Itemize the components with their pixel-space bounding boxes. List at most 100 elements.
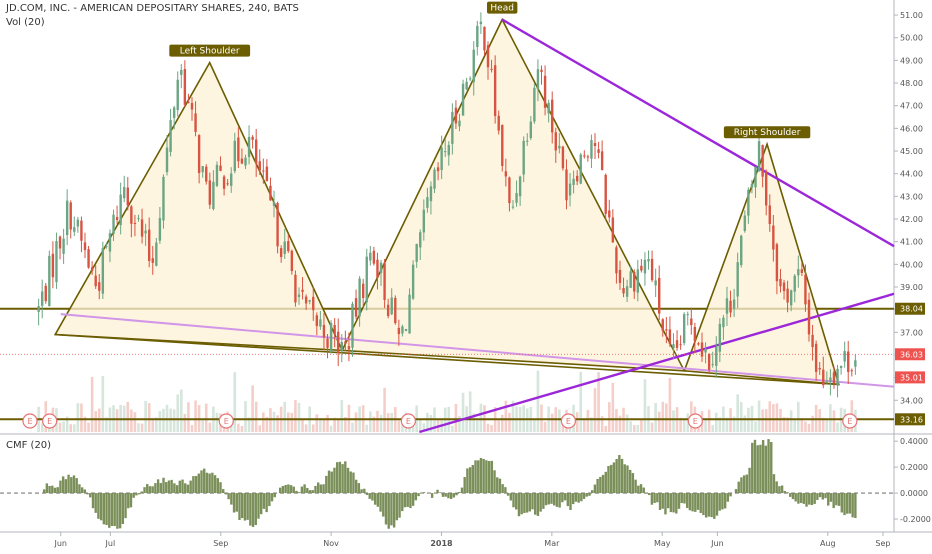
- candle-body: [687, 314, 689, 315]
- candle-body: [626, 286, 628, 297]
- cmf-bar: [103, 493, 105, 524]
- volume-bar: [487, 424, 490, 432]
- candle-body: [836, 369, 838, 386]
- cmf-bar: [217, 478, 219, 493]
- candle-body: [761, 145, 763, 177]
- cmf-bar: [415, 493, 417, 500]
- candle-body: [704, 349, 706, 353]
- cmf-bar: [773, 474, 775, 493]
- cmf-bar: [173, 483, 175, 493]
- volume-bar: [291, 413, 294, 432]
- cmf-bar: [756, 445, 758, 493]
- cmf-bar: [596, 479, 598, 493]
- cmf-bar: [116, 493, 118, 529]
- cmf-bar: [328, 471, 330, 493]
- candle-body: [209, 180, 211, 204]
- price-tick-label: 43.00: [900, 192, 923, 201]
- cmf-bar: [751, 443, 753, 493]
- cmf-bar: [458, 492, 460, 493]
- candle-body: [37, 306, 39, 312]
- cmf-bar: [290, 485, 292, 493]
- cmf-bar: [404, 493, 406, 507]
- cmf-bar: [539, 493, 541, 512]
- candle-body: [259, 161, 261, 170]
- cmf-bar: [317, 482, 319, 493]
- cmf-bar: [81, 487, 83, 493]
- candle-body: [366, 257, 368, 303]
- volume-bar: [102, 376, 105, 432]
- cmf-bar: [84, 489, 86, 493]
- cmf-bar: [122, 493, 124, 524]
- candle-body: [298, 295, 300, 297]
- price-tick-label: 37.00: [900, 328, 923, 337]
- volume-bar: [276, 415, 279, 432]
- candle-body: [794, 276, 796, 292]
- candle-body: [73, 227, 75, 232]
- cmf-bar: [431, 493, 433, 498]
- cmf-bar: [274, 493, 276, 497]
- cmf-bar: [819, 493, 821, 497]
- cmf-bar: [474, 460, 476, 493]
- cmf-bar: [493, 470, 495, 493]
- cmf-bar: [46, 483, 48, 493]
- cmf-bar: [727, 493, 729, 502]
- volume-bar: [148, 403, 151, 432]
- volume-bar: [744, 415, 747, 432]
- candle-body: [369, 253, 371, 261]
- candle-body: [697, 343, 699, 344]
- cmf-bar: [105, 493, 107, 525]
- candle-body: [515, 193, 517, 203]
- candle-body: [237, 137, 239, 161]
- candle-body: [712, 364, 714, 365]
- candle-body: [769, 205, 771, 224]
- volume-bar: [365, 425, 368, 432]
- cmf-bar: [417, 493, 419, 496]
- cmf-label: CMF (20): [6, 440, 51, 451]
- candle-body: [569, 184, 571, 196]
- cmf-bar: [396, 493, 398, 520]
- cmf-tick-label: 0.4000: [900, 437, 928, 446]
- candle-body: [234, 141, 236, 171]
- cmf-bar: [778, 486, 780, 493]
- volume-bar: [587, 410, 590, 432]
- cmf-bar: [282, 486, 284, 493]
- cmf-bar: [233, 493, 235, 512]
- candle-body: [41, 291, 43, 305]
- candle-body: [822, 370, 824, 386]
- volume-bar: [790, 410, 793, 432]
- cmf-bar: [637, 486, 639, 493]
- cmf-bar: [100, 493, 102, 520]
- cmf-bar: [206, 473, 208, 493]
- cmf-bar: [786, 492, 788, 493]
- candle-body: [587, 156, 589, 157]
- price-tick-label: 47.00: [900, 102, 923, 111]
- candle-body: [490, 69, 492, 70]
- candle-body: [565, 169, 567, 200]
- cmf-bar: [198, 474, 200, 493]
- cmf-bar: [681, 493, 683, 503]
- price-tick-label: 45.00: [900, 147, 923, 156]
- candle-body: [166, 148, 168, 173]
- volume-bar: [116, 409, 119, 432]
- cmf-bar: [800, 493, 802, 503]
- volume-bar: [644, 379, 647, 432]
- time-tick-label: Jul: [105, 539, 116, 548]
- candle-body: [726, 298, 728, 313]
- cmf-bar: [838, 493, 840, 506]
- candle-body: [440, 147, 442, 169]
- volume-bar: [376, 411, 379, 432]
- candle-body: [729, 301, 731, 313]
- volume-bar: [294, 400, 297, 432]
- candle-body: [244, 158, 246, 166]
- candle-body: [180, 70, 182, 75]
- cmf-bar: [599, 477, 601, 493]
- volume-bar: [451, 426, 454, 432]
- cmf-bar: [244, 493, 246, 521]
- candle-body: [433, 170, 435, 189]
- candle-body: [601, 151, 603, 170]
- candle-body: [123, 187, 125, 198]
- cmf-bar: [393, 493, 395, 527]
- candle-body: [590, 140, 592, 159]
